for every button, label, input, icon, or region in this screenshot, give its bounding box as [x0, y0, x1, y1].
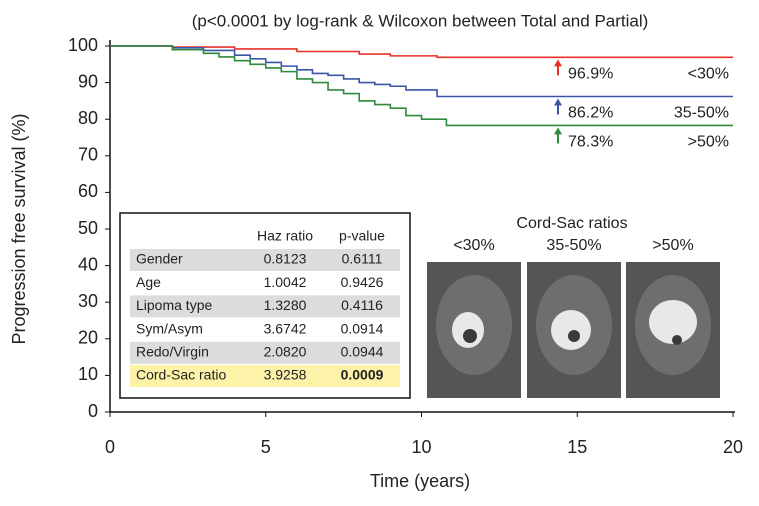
row-bg — [130, 365, 400, 387]
y-tick-label: 40 — [78, 254, 98, 274]
mri-sac — [551, 310, 591, 350]
inset-label: <30% — [453, 237, 494, 254]
end-label: 86.2% — [568, 105, 613, 122]
y-tick-label: 50 — [78, 218, 98, 238]
end-label: 96.9% — [568, 66, 613, 83]
mri-cord — [672, 335, 682, 345]
table-cell: 0.0009 — [341, 367, 384, 383]
x-axis-label: Time (years) — [370, 471, 470, 491]
mri-cord — [568, 330, 580, 342]
arrow-head — [554, 127, 562, 135]
table-cell: Sym/Asym — [136, 320, 203, 336]
table-cell: 0.8123 — [264, 251, 307, 267]
chart-title: (p<0.0001 by log-rank & Wilcoxon between… — [192, 11, 649, 30]
x-tick-label: 0 — [105, 437, 115, 457]
y-tick-label: 60 — [78, 181, 98, 201]
mri-sac — [649, 300, 697, 344]
table-cell: 0.4116 — [341, 297, 383, 313]
y-axis-label: Progression free survival (%) — [9, 113, 29, 344]
table-cell: Age — [136, 274, 161, 290]
survival-curve — [110, 45, 733, 127]
table-cell: 3.9258 — [264, 367, 307, 383]
y-tick-label: 10 — [78, 364, 98, 384]
x-tick-label: 5 — [261, 437, 271, 457]
inset-title: Cord-Sac ratios — [516, 215, 627, 232]
table-cell: Redo/Virgin — [136, 344, 209, 360]
table-header: p-value — [339, 228, 385, 244]
table-cell: 1.0042 — [264, 274, 307, 290]
table-cell: 0.0944 — [341, 344, 384, 360]
y-tick-label: 90 — [78, 71, 98, 91]
inset-label: 35-50% — [546, 237, 601, 254]
mri-cord — [463, 329, 477, 343]
row-bg — [130, 295, 400, 318]
table-cell: Gender — [136, 251, 183, 267]
y-tick-label: 80 — [78, 108, 98, 128]
row-bg — [130, 249, 400, 271]
table-cell: Cord-Sac ratio — [136, 367, 226, 383]
survival-curve — [110, 45, 733, 98]
inset-label: >50% — [652, 237, 693, 254]
stats-table: Haz ratio p-value Gender 0.8123 0.6111 Age 1.0… — [119, 212, 411, 399]
table-cell: 0.6111 — [342, 251, 383, 267]
table-cell: 3.6742 — [264, 320, 307, 336]
y-tick-label: 20 — [78, 328, 98, 348]
table-cell: Lipoma type — [136, 297, 212, 313]
x-tick-label: 20 — [723, 437, 743, 457]
table-cell: 1.3280 — [264, 297, 307, 313]
row-bg — [130, 341, 400, 364]
legend-label: 35-50% — [674, 105, 729, 122]
arrow-head — [554, 59, 562, 67]
x-tick-label: 10 — [411, 437, 431, 457]
table-cell: 2.0820 — [264, 344, 307, 360]
x-tick-label: 15 — [567, 437, 587, 457]
arrow-head — [554, 98, 562, 106]
y-tick-label: 30 — [78, 291, 98, 311]
y-tick-label: 70 — [78, 145, 98, 165]
table-cell: 0.0914 — [341, 320, 384, 336]
legend-label: <30% — [688, 66, 729, 83]
table-header: Haz ratio — [257, 228, 313, 244]
y-tick-label: 100 — [68, 35, 98, 55]
table-cell: 0.9426 — [341, 274, 384, 290]
y-tick-label: 0 — [88, 401, 98, 421]
end-label: 78.3% — [568, 134, 613, 151]
legend-label: >50% — [688, 134, 729, 151]
